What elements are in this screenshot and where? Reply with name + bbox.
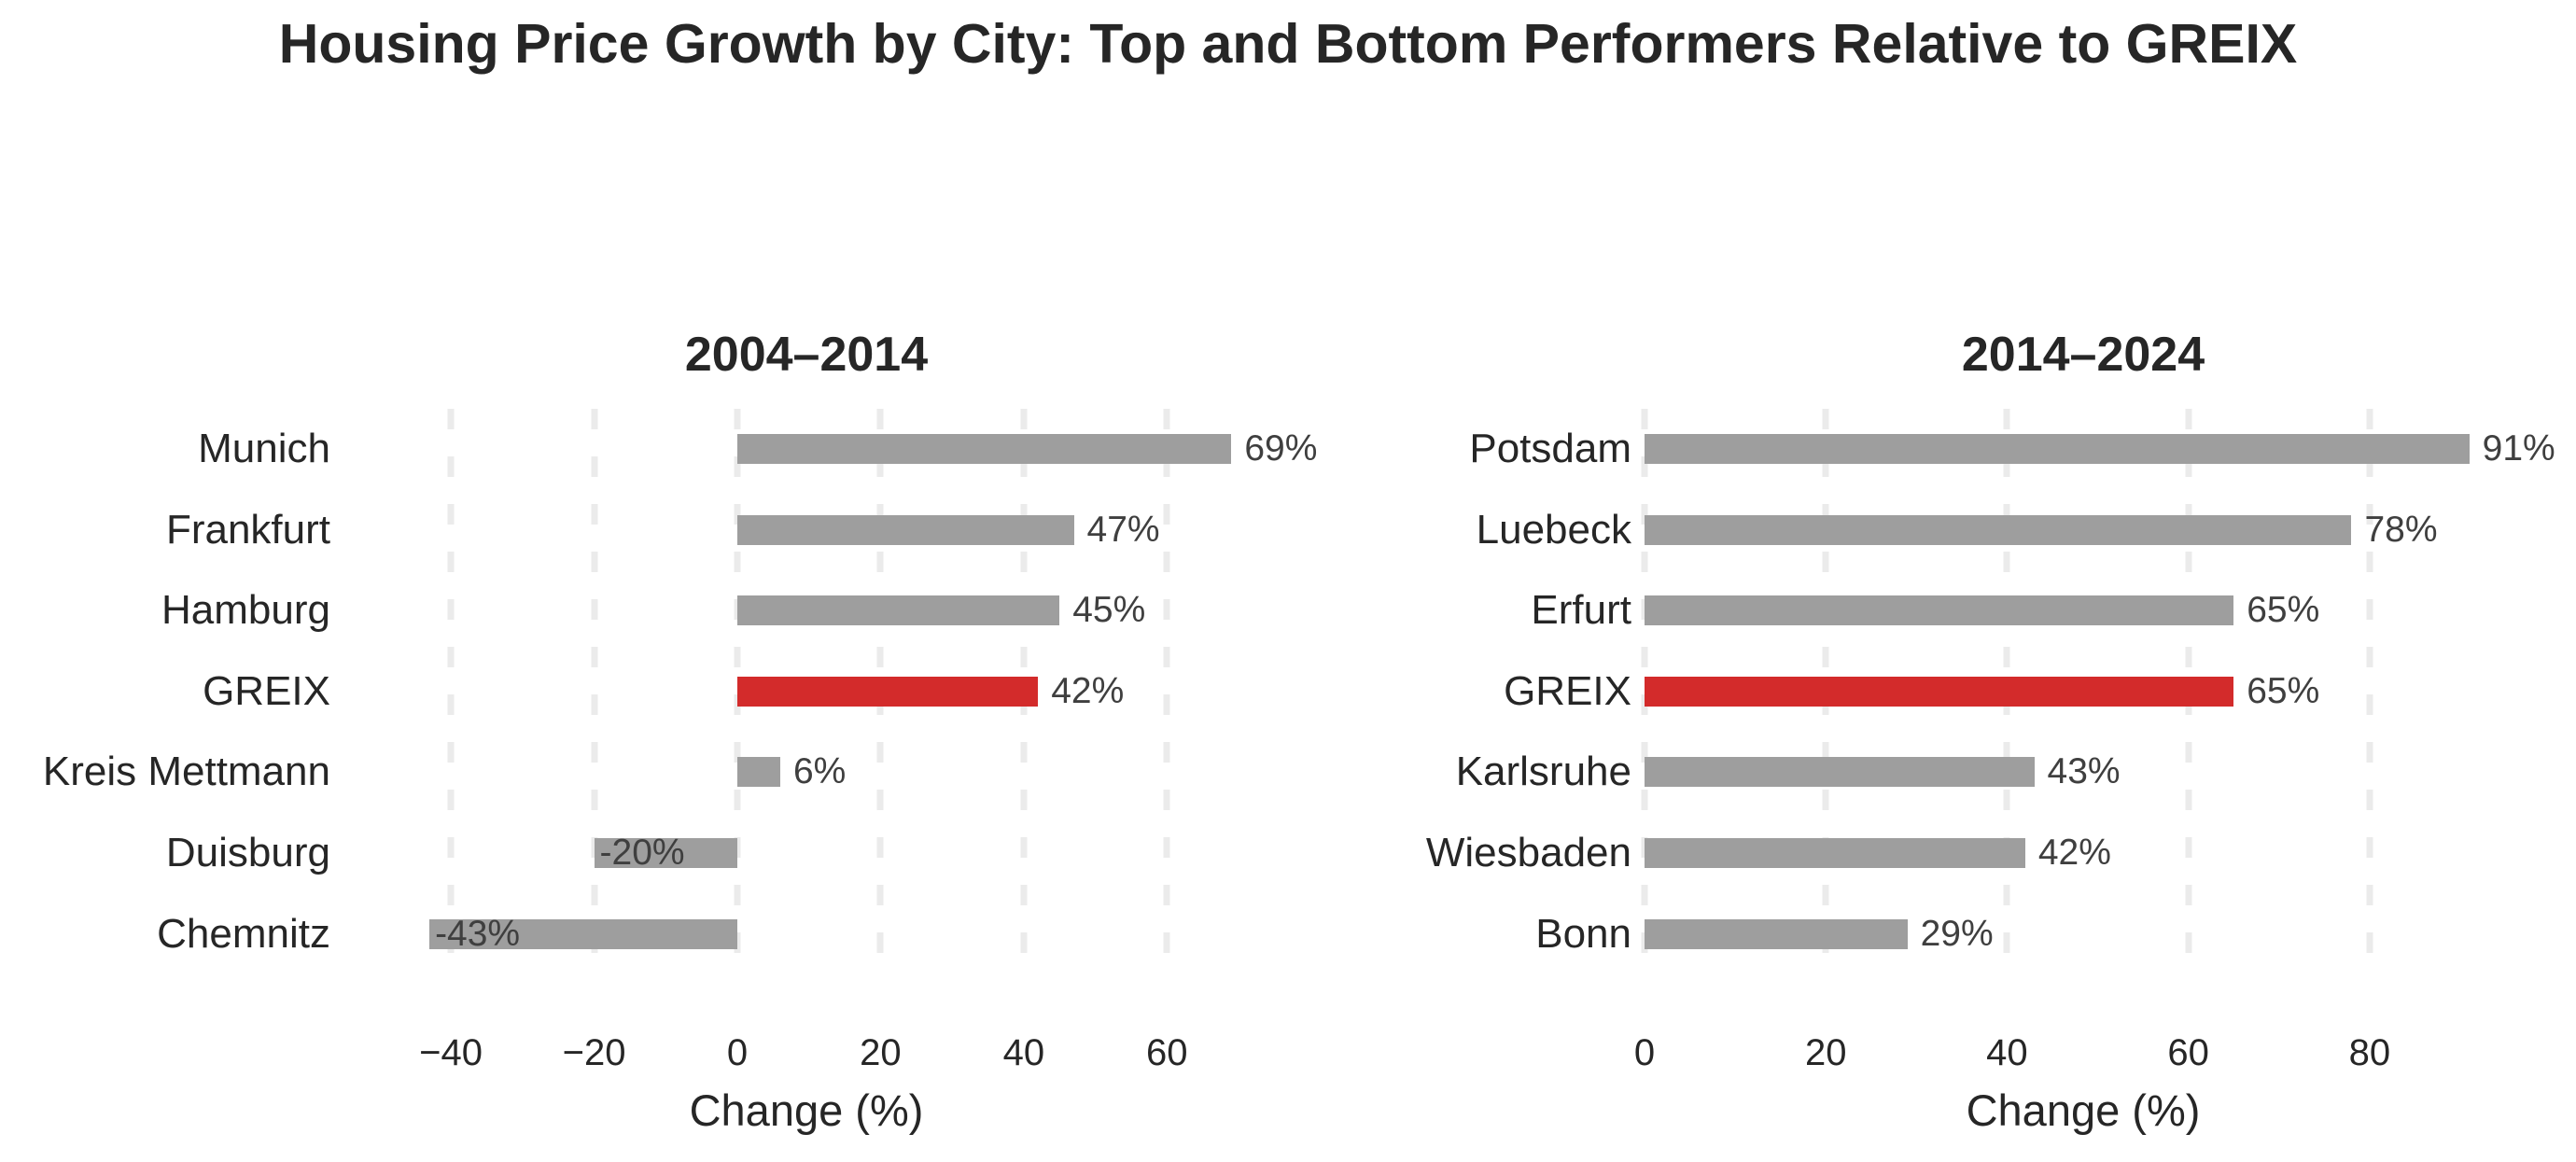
bar <box>736 514 1074 545</box>
x-tick-label: 20 <box>1804 1031 1847 1073</box>
bar-row: 78% <box>1645 489 2522 570</box>
category-label: Frankfurt <box>165 506 330 553</box>
category-label: Chemnitz <box>157 910 330 957</box>
plot-area: 69% 47% 45% 42% 6% -20% -43% <box>343 408 1317 974</box>
bar-row: 65% <box>1645 651 2522 733</box>
x-tick-label: 60 <box>1146 1031 1188 1073</box>
bar <box>429 918 737 949</box>
category-label: GREIX <box>1504 667 1631 714</box>
value-label: 78% <box>2364 509 2438 550</box>
value-label: 42% <box>2037 833 2111 874</box>
category-label: Duisburg <box>165 830 330 876</box>
x-tick-label: 60 <box>2167 1031 2209 1073</box>
bar-row: -20% <box>343 813 1269 894</box>
x-tick-label: 20 <box>860 1031 902 1073</box>
value-label: 45% <box>1072 590 1146 631</box>
category-labels: Potsdam Luebeck Erfurt GREIX Karlsruhe Wiesba… <box>1395 409 1645 974</box>
bar-row: 69% <box>343 409 1317 490</box>
category-label: Munich <box>198 426 330 472</box>
value-label: 91% <box>2482 428 2555 469</box>
bar-row: 42% <box>1645 813 2522 894</box>
x-tick-label: −40 <box>419 1031 483 1073</box>
value-label: 69% <box>1244 428 1318 469</box>
value-label: 65% <box>2247 590 2320 631</box>
bar <box>1645 918 1908 949</box>
category-label: Bonn <box>1535 910 1631 957</box>
bar-row: 6% <box>343 732 1269 813</box>
panel-title: 2004–2014 <box>684 327 929 382</box>
gridline <box>2366 408 2373 974</box>
value-label: 43% <box>2047 751 2121 792</box>
category-label: Luebeck <box>1476 506 1631 553</box>
value-label: -20% <box>599 833 685 874</box>
bar-row: -43% <box>343 893 1269 974</box>
x-tick-label: 80 <box>2348 1031 2391 1073</box>
bar <box>736 595 1060 626</box>
x-axis-ticks: −40 −20 0 20 40 60 <box>343 974 1269 1073</box>
bar <box>736 757 780 788</box>
bar-row: 65% <box>1645 570 2522 651</box>
gridline <box>1163 408 1170 974</box>
x-axis-label: Change (%) <box>689 1085 924 1135</box>
bar-row: 42% <box>343 651 1269 733</box>
x-axis-ticks: 0 20 40 60 80 <box>1634 974 2522 1073</box>
value-label: 42% <box>1051 670 1125 711</box>
value-label: 65% <box>2247 670 2320 711</box>
figure-title: Housing Price Growth by City: Top and Bo… <box>278 13 2298 75</box>
bar <box>1645 757 2035 788</box>
value-label: 47% <box>1086 509 1160 550</box>
category-label: Erfurt <box>1531 587 1631 634</box>
value-label: 6% <box>792 751 847 792</box>
category-label: Karlsruhe <box>1455 749 1631 795</box>
bar-row: 43% <box>1645 732 2522 813</box>
value-label: -43% <box>435 913 521 954</box>
bar <box>1645 595 2234 626</box>
bar-row: 91% <box>1645 409 2555 490</box>
category-label: Potsdam <box>1469 426 1631 472</box>
bar-greix <box>736 676 1039 707</box>
bar-row: 47% <box>343 489 1269 570</box>
bar-row: 45% <box>343 570 1269 651</box>
bars-layer: 91% 78% 65% 65% 43% 42% 29% <box>1645 409 2555 974</box>
x-tick-label: 40 <box>1002 1031 1045 1073</box>
category-labels: Munich Frankfurt Hamburg GREIX Kreis Mettman… <box>42 409 343 974</box>
charts-row: 2004–2014 Munich Frankfurt Hamburg GREIX Kre… <box>0 330 2576 1136</box>
panel-title: 2014–2024 <box>1961 327 2205 382</box>
x-tick-label: 40 <box>1986 1031 2028 1073</box>
x-axis-label: Change (%) <box>1966 1085 2201 1135</box>
gridline <box>591 408 598 974</box>
value-label: 29% <box>1920 913 1994 954</box>
plot-area: 91% 78% 65% 65% 43% 42% 29% <box>1641 408 2555 974</box>
category-label: GREIX <box>203 667 330 714</box>
bar <box>594 838 737 869</box>
x-tick-label: −20 <box>562 1031 626 1073</box>
x-tick-label: 0 <box>726 1031 749 1073</box>
bar <box>736 434 1232 465</box>
bars-layer: 69% 47% 45% 42% 6% -20% -43% <box>343 409 1317 974</box>
x-tick-label: 0 <box>1633 1031 1656 1073</box>
bar <box>1645 514 2352 545</box>
bar <box>1645 838 2025 869</box>
category-label: Kreis Mettmann <box>42 749 330 795</box>
gridline <box>447 408 455 974</box>
category-label: Hamburg <box>161 587 330 634</box>
bar-row: 29% <box>1645 893 2522 974</box>
category-label: Wiesbaden <box>1425 830 1631 876</box>
panel-2004-2014: 2004–2014 Munich Frankfurt Hamburg GREIX Kre… <box>42 327 1318 1136</box>
bar-greix <box>1645 676 2234 707</box>
bar <box>1645 434 2470 465</box>
panel-2014-2024: 2014–2024 Potsdam Luebeck Erfurt GREIX Karls… <box>1395 327 2555 1136</box>
